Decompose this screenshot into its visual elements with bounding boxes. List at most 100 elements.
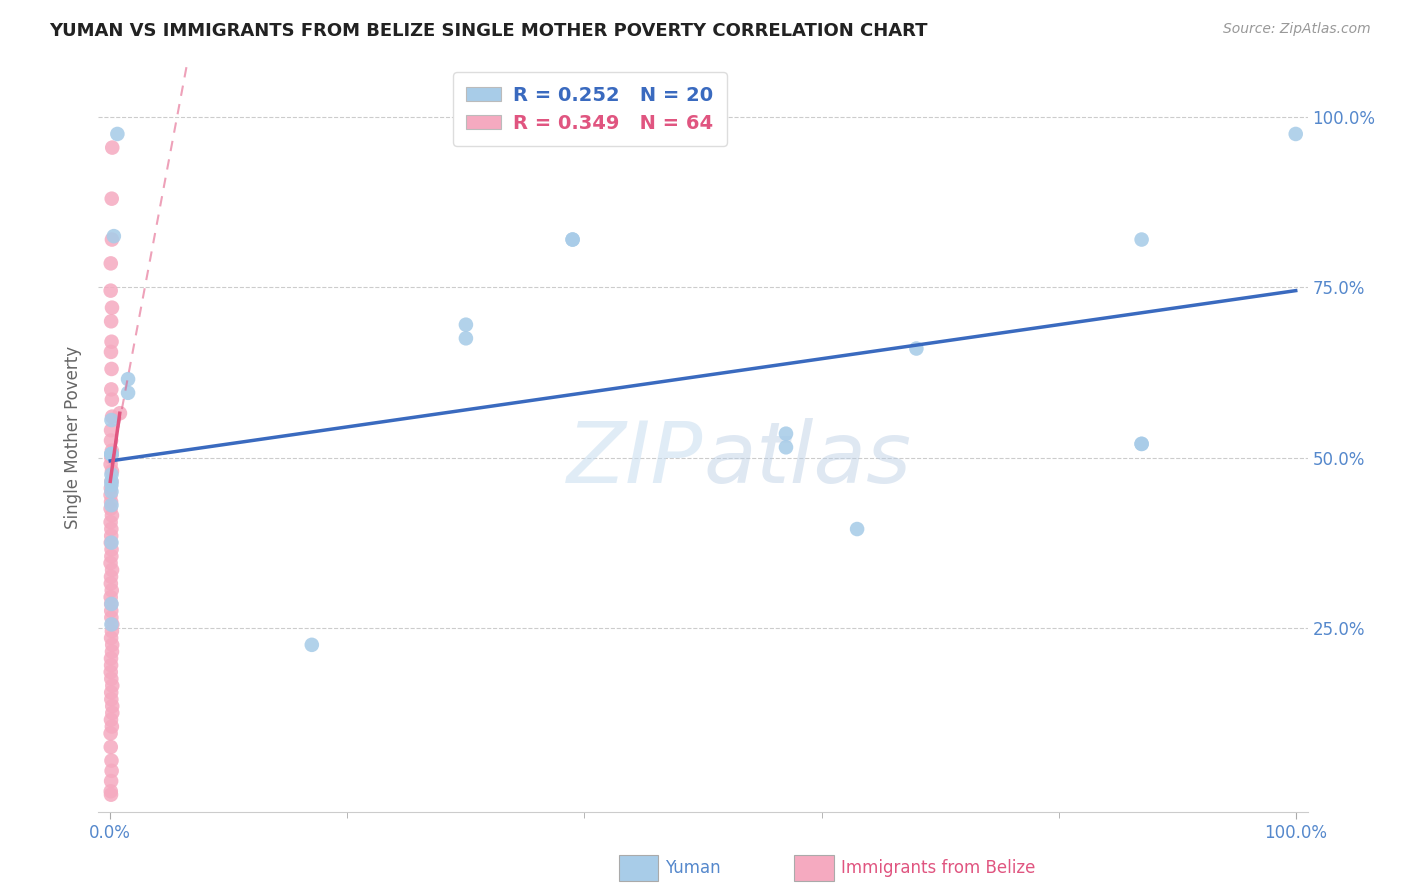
Point	[101, 464, 124, 478]
Point	[100, 692, 122, 706]
Point	[100, 764, 122, 778]
Point	[100, 413, 122, 427]
Point	[101, 301, 124, 315]
Point	[100, 774, 122, 789]
Point	[100, 314, 122, 328]
Point	[846, 522, 869, 536]
Point	[101, 140, 124, 154]
Point	[100, 383, 122, 397]
Point	[100, 362, 122, 376]
Point	[100, 617, 122, 632]
Text: Immigrants from Belize: Immigrants from Belize	[841, 859, 1035, 877]
Point	[100, 754, 122, 768]
Text: Yuman: Yuman	[665, 859, 721, 877]
Point	[100, 590, 122, 604]
Text: atlas: atlas	[703, 418, 911, 501]
Point	[101, 233, 124, 247]
Point	[454, 331, 477, 345]
Point	[100, 529, 122, 543]
Point	[101, 645, 124, 659]
Point	[108, 406, 131, 420]
Point	[100, 610, 122, 624]
Point	[775, 440, 797, 454]
Point	[100, 450, 122, 465]
Y-axis label: Single Mother Poverty: Single Mother Poverty	[65, 345, 83, 529]
Point	[100, 256, 122, 270]
Point	[101, 638, 124, 652]
Point	[100, 447, 122, 461]
Point	[100, 495, 122, 509]
Point	[775, 426, 797, 441]
Point	[1130, 233, 1153, 247]
Point	[100, 597, 122, 611]
Point	[100, 488, 122, 502]
Point	[100, 672, 122, 686]
Point	[100, 556, 122, 570]
Point	[100, 658, 122, 673]
Point	[100, 651, 122, 665]
Point	[100, 498, 122, 512]
Point	[100, 484, 122, 499]
Point	[103, 229, 125, 244]
Point	[100, 434, 122, 448]
Point	[1130, 437, 1153, 451]
Point	[101, 508, 124, 523]
Point	[100, 475, 122, 489]
Point	[100, 515, 122, 529]
Point	[100, 665, 122, 679]
Point	[101, 679, 124, 693]
Point	[117, 372, 139, 386]
Point	[100, 192, 122, 206]
Point	[561, 233, 583, 247]
Point	[100, 447, 122, 461]
Point	[454, 318, 477, 332]
Point	[100, 535, 122, 549]
Point	[100, 597, 122, 611]
Text: YUMAN VS IMMIGRANTS FROM BELIZE SINGLE MOTHER POVERTY CORRELATION CHART: YUMAN VS IMMIGRANTS FROM BELIZE SINGLE M…	[49, 22, 928, 40]
Point	[100, 458, 122, 472]
Point	[100, 549, 122, 564]
Point	[905, 342, 928, 356]
Point	[100, 542, 122, 557]
Point	[100, 685, 122, 699]
Point	[100, 576, 122, 591]
Point	[100, 713, 122, 727]
Point	[100, 604, 122, 618]
Point	[100, 631, 122, 645]
Point	[1130, 437, 1153, 451]
Point	[100, 284, 122, 298]
Point	[101, 624, 124, 639]
Point	[100, 726, 122, 740]
Point	[101, 706, 124, 720]
Point	[100, 345, 122, 359]
Point	[101, 720, 124, 734]
Point	[100, 475, 122, 489]
Point	[100, 739, 122, 754]
Point	[100, 570, 122, 584]
Point	[100, 477, 122, 491]
Point	[101, 699, 124, 714]
Point	[100, 784, 122, 798]
Point	[101, 392, 124, 407]
Legend: R = 0.252   N = 20, R = 0.349   N = 64: R = 0.252 N = 20, R = 0.349 N = 64	[453, 72, 727, 146]
Point	[100, 481, 122, 495]
Point	[117, 385, 139, 400]
Text: Source: ZipAtlas.com: Source: ZipAtlas.com	[1223, 22, 1371, 37]
Point	[105, 127, 128, 141]
Point	[100, 788, 122, 802]
Point	[100, 522, 122, 536]
Point	[101, 443, 124, 458]
Point	[301, 638, 323, 652]
Point	[101, 563, 124, 577]
Point	[1285, 127, 1308, 141]
Point	[100, 334, 122, 349]
Point	[101, 617, 124, 632]
Point	[100, 447, 122, 461]
Text: ZIP: ZIP	[567, 418, 703, 501]
Point	[100, 501, 122, 516]
Point	[101, 409, 124, 424]
Point	[100, 423, 122, 437]
Point	[100, 447, 122, 461]
Point	[561, 233, 583, 247]
Point	[100, 467, 122, 482]
